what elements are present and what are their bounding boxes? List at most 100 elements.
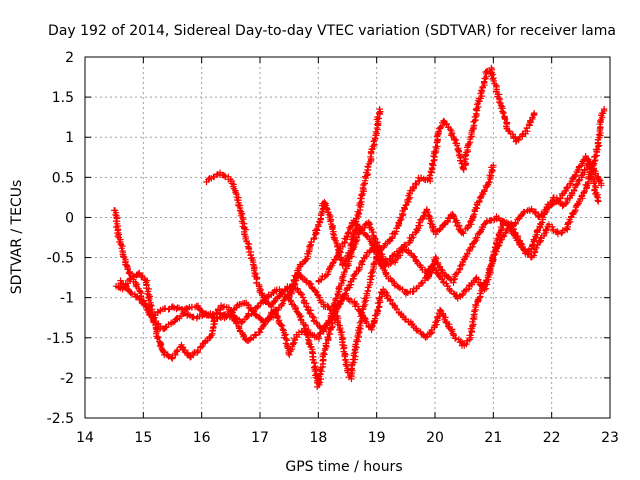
data-point-marks bbox=[516, 237, 531, 255]
data-point-marks bbox=[194, 340, 207, 354]
y-tick-label: 1 bbox=[65, 130, 74, 146]
data-point-marks bbox=[341, 219, 356, 246]
data-point-marks bbox=[499, 105, 511, 132]
y-tick-label: 2 bbox=[65, 50, 74, 66]
data-point-marks bbox=[181, 303, 199, 313]
data-point-marks bbox=[216, 169, 229, 180]
data-point-marks bbox=[482, 67, 493, 76]
data-point-marks bbox=[314, 351, 327, 391]
data-point-marks bbox=[370, 128, 380, 149]
data-point-marks bbox=[351, 298, 365, 316]
data-point-marks bbox=[535, 223, 551, 246]
data-point-marks bbox=[478, 70, 490, 96]
data-point-marks bbox=[250, 295, 269, 314]
data-point-marks bbox=[225, 173, 236, 187]
data-point-marks bbox=[419, 263, 435, 286]
data-point-marks bbox=[446, 285, 460, 300]
data-point-marks bbox=[344, 271, 358, 293]
series-track-b bbox=[112, 64, 538, 391]
data-point bbox=[600, 105, 608, 113]
data-point-marks bbox=[134, 293, 149, 308]
data-point-marks bbox=[442, 319, 457, 339]
data-point-marks bbox=[180, 309, 197, 321]
data-point-marks bbox=[235, 202, 250, 236]
x-axis-label: GPS time / hours bbox=[285, 459, 402, 475]
data-point-marks bbox=[487, 64, 500, 91]
plot-frame bbox=[84, 56, 611, 419]
data-point-marks bbox=[251, 311, 265, 324]
data-point-marks bbox=[204, 310, 221, 318]
y-tick-label: -1.5 bbox=[47, 331, 74, 347]
data-point-marks bbox=[305, 339, 320, 373]
series-track-a bbox=[111, 105, 384, 325]
x-tick-label: 15 bbox=[134, 430, 152, 446]
data-point-marks bbox=[203, 175, 215, 186]
data-point-marks bbox=[285, 336, 299, 359]
chart-title: Day 192 of 2014, Sidereal Day-to-day VTE… bbox=[48, 23, 616, 39]
data-point-marks bbox=[368, 311, 380, 333]
data-point-marks bbox=[315, 272, 330, 285]
data-point-marks bbox=[308, 223, 322, 246]
x-tick-label: 17 bbox=[251, 430, 269, 446]
y-tick-label: -0.5 bbox=[47, 251, 74, 267]
data-point-marks bbox=[193, 302, 206, 315]
y-tick-label: 0.5 bbox=[52, 170, 74, 186]
data-point-marks bbox=[320, 302, 334, 314]
data-point-marks bbox=[472, 284, 487, 309]
x-tick-label: 19 bbox=[368, 430, 386, 446]
x-tick-label: 18 bbox=[309, 430, 327, 446]
data-point-marks bbox=[367, 238, 383, 264]
data-point bbox=[530, 109, 538, 117]
data-point-marks bbox=[294, 286, 310, 307]
data-point-marks bbox=[268, 292, 284, 310]
data-point-marks bbox=[387, 297, 403, 317]
data-point-marks bbox=[426, 150, 438, 185]
data-point-marks bbox=[594, 116, 605, 149]
data-point-marks bbox=[352, 311, 366, 350]
data-point-marks bbox=[461, 336, 473, 349]
data-point-marks bbox=[285, 272, 301, 302]
data-point-marks bbox=[111, 207, 122, 236]
data-point-marks bbox=[466, 303, 479, 341]
data-point-marks bbox=[238, 306, 256, 326]
x-tick-label: 22 bbox=[543, 430, 561, 446]
series-track-f bbox=[315, 158, 605, 302]
data-point-marks bbox=[154, 333, 167, 356]
data-point-marks bbox=[296, 313, 312, 337]
x-tick-label: 14 bbox=[76, 430, 94, 446]
data-point-marks bbox=[248, 254, 261, 283]
axis-ticks: 14 15 16 17 18 19 20 21 22 23-2.5-2-1.5-1-0.500.5… bbox=[47, 50, 619, 446]
data-point-marks bbox=[338, 254, 353, 284]
data-point-marks bbox=[374, 288, 386, 317]
data-point-marks bbox=[563, 208, 578, 233]
data-point-marks bbox=[417, 174, 431, 184]
data-point-marks bbox=[117, 241, 129, 268]
data-point-marks bbox=[522, 111, 538, 137]
data-point bbox=[598, 182, 605, 189]
data-point-marks bbox=[303, 279, 317, 293]
y-tick-label: 1.5 bbox=[52, 90, 74, 106]
x-tick-label: 16 bbox=[193, 430, 211, 446]
data-point-marks bbox=[440, 117, 452, 131]
data-point-marks bbox=[253, 279, 266, 299]
data-point-marks bbox=[465, 230, 482, 253]
y-tick-label: -2 bbox=[60, 371, 74, 387]
data-point-marks bbox=[352, 255, 368, 277]
data-point-marks bbox=[568, 176, 583, 197]
data-point-marks bbox=[460, 148, 471, 173]
data-point-marks bbox=[364, 263, 377, 294]
data-point-marks bbox=[450, 262, 464, 286]
data-point-marks bbox=[333, 239, 348, 262]
data-point-marks bbox=[193, 310, 210, 322]
data-point-marks bbox=[359, 166, 371, 197]
data-point-marks bbox=[428, 262, 443, 280]
data-point-marks bbox=[458, 247, 473, 269]
data-point-marks bbox=[311, 287, 327, 308]
data-point bbox=[376, 105, 383, 113]
x-tick-label: 20 bbox=[426, 430, 444, 446]
data-point-marks bbox=[431, 308, 444, 329]
data-point-marks bbox=[364, 143, 376, 174]
x-tick-label: 21 bbox=[484, 430, 502, 446]
data-point-marks bbox=[484, 164, 497, 190]
y-tick-label: -1 bbox=[60, 291, 74, 307]
